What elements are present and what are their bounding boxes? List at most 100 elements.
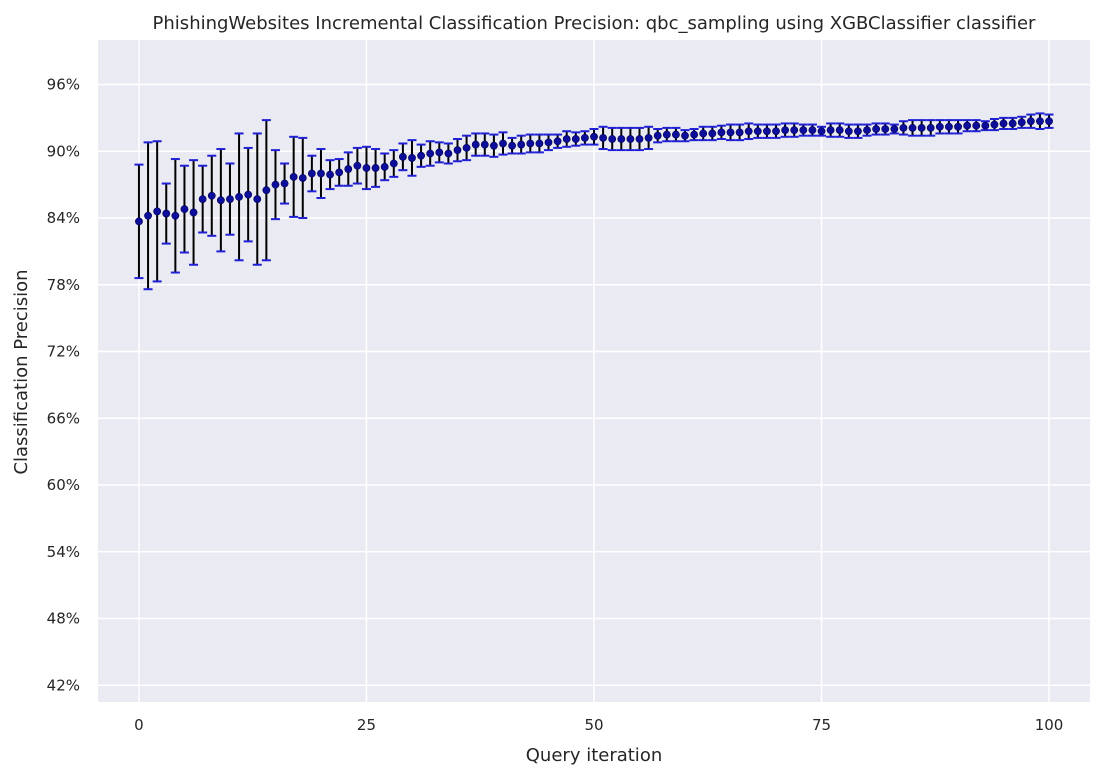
data-points bbox=[135, 117, 1053, 226]
data-point bbox=[717, 128, 726, 137]
data-point bbox=[817, 127, 826, 136]
data-point bbox=[544, 138, 553, 147]
data-point bbox=[289, 172, 298, 181]
x-tick-label: 75 bbox=[812, 716, 831, 734]
data-point bbox=[799, 126, 808, 135]
y-tick-label: 72% bbox=[47, 343, 80, 361]
y-axis-label: Classification Precision bbox=[11, 269, 32, 474]
x-axis-label: Query iteration bbox=[526, 745, 662, 766]
data-point bbox=[253, 195, 262, 204]
data-point bbox=[735, 128, 744, 137]
data-point bbox=[972, 121, 981, 130]
y-tick-label: 84% bbox=[47, 209, 80, 227]
data-point bbox=[153, 207, 162, 216]
data-point bbox=[981, 121, 990, 130]
data-point bbox=[307, 169, 316, 178]
data-point bbox=[444, 149, 453, 158]
data-point bbox=[580, 134, 589, 142]
data-point bbox=[617, 135, 626, 143]
data-point bbox=[471, 140, 480, 149]
data-point bbox=[790, 126, 799, 135]
data-point bbox=[772, 127, 780, 136]
x-tick-labels: 0 25 50 75 100 bbox=[134, 716, 1063, 734]
data-point bbox=[908, 123, 917, 132]
data-point bbox=[608, 135, 617, 143]
data-point bbox=[653, 131, 662, 140]
data-point bbox=[863, 126, 871, 135]
data-point bbox=[344, 165, 353, 173]
data-point bbox=[326, 170, 334, 179]
data-point bbox=[371, 164, 380, 172]
data-point bbox=[189, 208, 198, 217]
data-point bbox=[872, 125, 881, 133]
data-point bbox=[881, 125, 890, 133]
data-point bbox=[517, 140, 526, 149]
y-tick-label: 96% bbox=[47, 76, 80, 94]
data-point bbox=[207, 191, 216, 200]
data-point bbox=[917, 123, 926, 132]
data-point bbox=[135, 217, 143, 226]
data-point bbox=[835, 126, 844, 135]
data-point bbox=[362, 164, 371, 172]
data-point bbox=[235, 192, 243, 201]
data-point bbox=[1045, 117, 1053, 126]
data-point bbox=[699, 129, 708, 138]
data-point bbox=[335, 168, 344, 177]
data-point bbox=[899, 123, 908, 132]
data-point bbox=[626, 135, 635, 143]
data-point bbox=[553, 137, 562, 146]
data-point bbox=[808, 126, 817, 135]
data-point bbox=[844, 127, 853, 136]
data-point bbox=[854, 127, 862, 136]
data-point bbox=[590, 132, 598, 141]
data-point bbox=[635, 135, 644, 143]
y-tick-label: 48% bbox=[47, 610, 80, 628]
y-tick-label: 60% bbox=[47, 476, 80, 494]
x-tick-label: 50 bbox=[584, 716, 603, 734]
data-point bbox=[599, 134, 608, 142]
data-point bbox=[226, 195, 234, 204]
data-point bbox=[726, 128, 735, 137]
data-point bbox=[672, 130, 680, 139]
y-tick-label: 66% bbox=[47, 409, 80, 427]
data-point bbox=[954, 122, 962, 131]
data-point bbox=[398, 152, 407, 161]
data-point bbox=[535, 139, 544, 148]
data-point bbox=[380, 162, 389, 171]
data-point bbox=[417, 151, 425, 160]
x-tick-label: 0 bbox=[134, 716, 144, 734]
data-point bbox=[1008, 119, 1017, 128]
data-point bbox=[462, 144, 471, 152]
data-point bbox=[935, 122, 944, 131]
data-point bbox=[298, 174, 307, 182]
data-point bbox=[216, 196, 225, 205]
data-point bbox=[753, 127, 762, 136]
data-point bbox=[480, 140, 489, 149]
data-point bbox=[317, 169, 325, 178]
data-point bbox=[690, 130, 699, 139]
y-tick-label: 90% bbox=[47, 142, 80, 160]
data-point bbox=[162, 209, 171, 218]
data-point bbox=[489, 141, 498, 150]
data-point bbox=[681, 131, 689, 140]
data-point bbox=[435, 148, 444, 157]
data-point bbox=[526, 139, 535, 148]
data-point bbox=[271, 180, 280, 189]
y-tick-label: 42% bbox=[47, 676, 80, 694]
data-point bbox=[262, 186, 271, 195]
chart-title: PhishingWebsites Incremental Classificat… bbox=[153, 13, 1036, 34]
data-point bbox=[562, 135, 571, 143]
data-point bbox=[508, 141, 516, 150]
data-point bbox=[926, 123, 935, 132]
data-point bbox=[1036, 117, 1044, 126]
data-point bbox=[144, 211, 152, 220]
data-point bbox=[353, 161, 362, 170]
data-point bbox=[644, 134, 653, 142]
data-point bbox=[826, 126, 835, 135]
data-point bbox=[963, 121, 972, 130]
data-point bbox=[781, 126, 790, 135]
data-point bbox=[744, 127, 753, 136]
data-point bbox=[763, 127, 771, 136]
data-point bbox=[1026, 117, 1035, 126]
data-point bbox=[171, 211, 180, 220]
